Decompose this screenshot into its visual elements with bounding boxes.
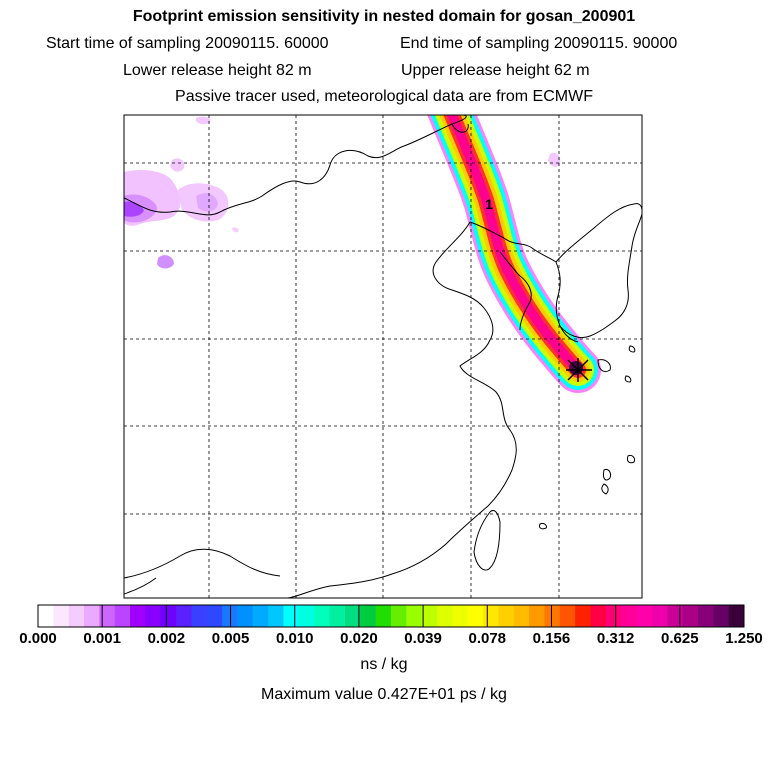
- colorbar-cell: [145, 605, 162, 627]
- colorbar-cell: [160, 605, 177, 627]
- colorbar-cell: [38, 605, 54, 627]
- colorbar-cell: [513, 605, 530, 627]
- colorbar-cell: [298, 605, 315, 627]
- colorbar-tick-label: 0.156: [532, 630, 571, 647]
- colorbar-cell: [559, 605, 576, 627]
- colorbar-cell: [636, 605, 653, 627]
- sampling-start: Start time of sampling 20090115. 60000: [46, 35, 329, 52]
- colorbar-tick-label: 0.039: [404, 630, 442, 647]
- colorbar-tick-label: 1.250: [725, 630, 763, 647]
- sensitivity-blobs: [124, 116, 561, 269]
- figure-title: Footprint emission sensitivity in nested…: [132, 8, 636, 25]
- colorbar-tick-label: 0.010: [275, 630, 314, 647]
- colorbar-cell: [682, 605, 699, 627]
- map-frame: [123, 114, 643, 599]
- colorbar-cell: [237, 605, 254, 627]
- colorbar-cell: [452, 605, 469, 627]
- colorbar-cell: [53, 605, 70, 627]
- coastlines: [124, 115, 642, 598]
- colorbar-tick-label: 0.005: [211, 630, 250, 647]
- colorbar-tick-label: 0.002: [147, 630, 186, 647]
- tracer-note: Passive tracer used, meteorological data…: [175, 88, 593, 105]
- colorbar-tick-label: 0.000: [19, 630, 57, 647]
- colorbar-cell: [252, 605, 269, 627]
- colorbar-cell: [437, 605, 453, 627]
- colorbar-cell: [206, 605, 223, 627]
- colorbar-cell: [483, 605, 499, 627]
- colorbar-cell: [667, 605, 684, 627]
- colorbar-tick-label: 0.312: [596, 630, 635, 647]
- colorbar-cell: [575, 605, 592, 627]
- colorbar-cell: [713, 605, 730, 627]
- colorbar-cell: [360, 605, 377, 627]
- colorbar-cell: [544, 605, 561, 627]
- colorbar-cell: [391, 605, 407, 627]
- colorbar-cell: [191, 605, 208, 627]
- colorbar-cell: [621, 605, 638, 627]
- colorbar-cell: [84, 605, 100, 627]
- colorbar: [38, 605, 745, 627]
- lower-release-height: Lower release height 82 m: [123, 62, 312, 79]
- colorbar-cell: [283, 605, 300, 627]
- plume-layer-5: [447, 115, 583, 375]
- colorbar-cell: [329, 605, 346, 627]
- plume-label: 1: [485, 196, 493, 212]
- colorbar-cell: [590, 605, 607, 627]
- colorbar-cell: [605, 605, 622, 627]
- colorbar-cell: [114, 605, 131, 627]
- receptor-marker: [566, 358, 592, 382]
- maximum-value: Maximum value 0.427E+01 ps / kg: [261, 686, 507, 703]
- colorbar-dividers: [37, 605, 745, 627]
- colorbar-tick-label: 0.078: [468, 630, 507, 647]
- colorbar-cell: [498, 605, 515, 627]
- colorbar-cell: [467, 605, 484, 627]
- colorbar-unit: ns / kg: [360, 656, 408, 673]
- colorbar-cell: [99, 605, 116, 627]
- sampling-end: End time of sampling 20090115. 90000: [400, 35, 678, 52]
- colorbar-cell: [529, 605, 545, 627]
- colorbar-cell: [728, 605, 745, 627]
- emission-plume: [427, 115, 601, 393]
- colorbar-cell: [697, 605, 714, 627]
- colorbar-cell: [651, 605, 668, 627]
- colorbar-tick-label: 0.020: [340, 630, 378, 647]
- colorbar-cell: [421, 605, 438, 627]
- colorbar-tick-label: 0.001: [83, 630, 121, 647]
- colorbar-cell: [268, 605, 285, 627]
- colorbar-cell: [375, 605, 392, 627]
- colorbar-tick-label: 0.625: [661, 630, 699, 647]
- colorbar-cell: [344, 605, 361, 627]
- graticule: [124, 115, 642, 598]
- upper-release-height: Upper release height 62 m: [401, 62, 590, 79]
- colorbar-cell: [130, 605, 146, 627]
- colorbar-cell: [176, 605, 192, 627]
- colorbar-cell: [314, 605, 331, 627]
- colorbar-cell: [406, 605, 423, 627]
- colorbar-cell: [68, 605, 85, 627]
